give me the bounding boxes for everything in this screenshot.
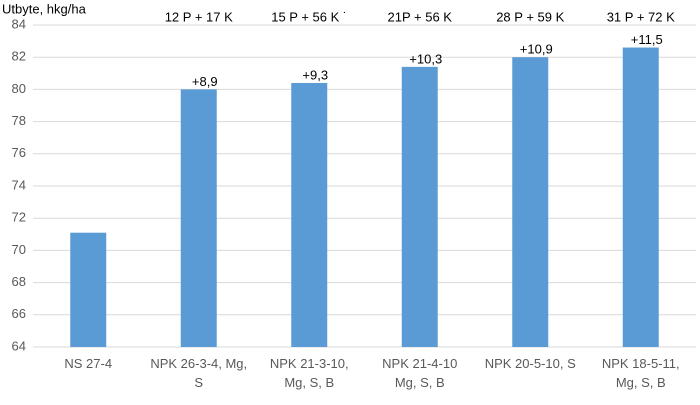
x-tick-label-line: NPK 20-5-10, S — [485, 356, 576, 371]
x-tick-label: NPK 18-5-11, Mg, S, B — [602, 356, 680, 390]
bar — [70, 232, 107, 347]
x-tick-label-line: NPK 21-3-10, — [270, 356, 349, 371]
bar — [512, 57, 549, 347]
difference-annotation: +8,9 — [192, 74, 218, 89]
x-tick-label-line: NPK 26-3-4, Mg, — [150, 356, 247, 371]
x-tick-label: NPK 21-3-10, Mg, S, B — [270, 356, 349, 390]
x-tick-label: NPK 26-3-4, Mg, S — [150, 356, 247, 390]
y-tick-label: 84 — [12, 16, 26, 31]
x-tick-label-line: NPK 18-5-11, — [602, 356, 680, 371]
y-tick-label: 80 — [12, 81, 26, 96]
bar — [622, 47, 659, 347]
y-tick-label: 72 — [12, 210, 26, 225]
y-tick-label: 78 — [12, 113, 26, 128]
y-tick-label: 82 — [12, 49, 26, 64]
x-tick-label-line: Mg, S, B — [284, 375, 334, 390]
x-tick-label-line: Mg, S, B — [395, 375, 445, 390]
nutrient-annotation: 15 P + 56 K ˙ — [271, 9, 347, 24]
nutrient-annotation: 21P + 56 K — [388, 9, 453, 24]
nutrient-annotation: 28 P + 59 K — [496, 9, 564, 24]
x-tick-label-line: NS 27-4 — [64, 356, 112, 371]
x-tick-label-line: Mg, S, B — [616, 375, 666, 390]
difference-annotation: +10,3 — [409, 51, 442, 66]
bar — [291, 82, 328, 348]
y-tick-label: 76 — [12, 145, 26, 160]
y-tick-label: 68 — [12, 274, 26, 289]
difference-annotation: +10,9 — [520, 42, 553, 57]
x-tick-label-line: S — [194, 375, 203, 390]
x-tick-label: NS 27-4 — [64, 356, 112, 371]
x-tick-label: NPK 21-4-10 Mg, S, B — [382, 356, 457, 390]
difference-annotation: +11,5 — [631, 32, 663, 47]
bar — [180, 89, 217, 348]
y-tick-label: 64 — [12, 338, 26, 353]
y-tick-label: 74 — [12, 177, 26, 192]
y-axis-title: Utbyte, hkg/ha — [2, 1, 87, 16]
y-tick-label: 70 — [12, 242, 26, 257]
nutrient-annotation: 31 P + 72 K — [607, 9, 675, 24]
x-tick-label: NPK 20-5-10, S — [485, 356, 576, 371]
nutrient-annotation: 12 P + 17 K — [165, 9, 233, 24]
bar — [401, 66, 438, 348]
x-tick-label-line: NPK 21-4-10 — [382, 356, 457, 371]
difference-annotation: +9,3 — [302, 67, 328, 82]
y-tick-label: 66 — [12, 306, 26, 321]
